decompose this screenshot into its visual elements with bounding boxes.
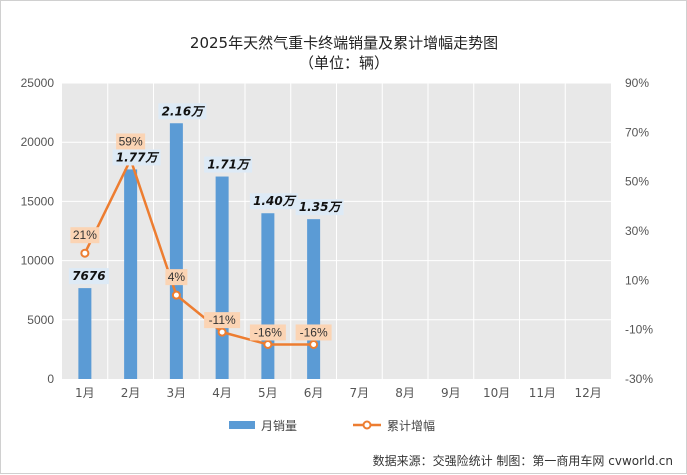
y-left-tick-label: 20000 [21, 135, 55, 149]
bar [124, 169, 138, 379]
x-tick-label: 2月 [121, 386, 141, 400]
y-left-tick-label: 5000 [27, 313, 54, 327]
y-right-tick-label: 10% [625, 273, 649, 287]
x-tick-label: 11月 [529, 386, 556, 400]
y-right-tick-label: 50% [625, 175, 649, 189]
bar [261, 213, 275, 379]
bar-label-box [112, 149, 161, 166]
chart-title: 2025年天然气重卡终端销量及累计增幅走势图 [190, 34, 498, 52]
legend-label-line: 累计增幅 [387, 418, 435, 433]
y-left-tick-label: 15000 [21, 194, 55, 208]
bar-label-box [68, 268, 109, 285]
x-tick-label: 6月 [304, 386, 324, 400]
bar-data-label: 1.71万 [207, 158, 251, 172]
bar-label-box [249, 193, 298, 210]
line-data-label: 4% [168, 270, 186, 284]
bar [307, 219, 321, 379]
y-right-tick-label: -10% [625, 323, 653, 337]
line-marker [80, 248, 90, 258]
line-label-box [249, 324, 286, 341]
x-tick-label: 10月 [483, 386, 510, 400]
line-data-label: 59% [119, 134, 143, 148]
legend-swatch-marker [362, 420, 372, 430]
line-data-label: -16% [254, 325, 282, 339]
bar-label-box [158, 103, 207, 120]
legend-swatch-bar [229, 421, 255, 429]
y-right-tick-label: 90% [625, 76, 649, 90]
bar [215, 176, 229, 379]
line-data-label: -11% [209, 313, 236, 327]
x-tick-label: 7月 [350, 386, 370, 400]
line-data-label: -16% [300, 325, 328, 339]
chart-subtitle: （单位：辆） [299, 54, 389, 72]
x-tick-label: 1月 [75, 386, 95, 400]
source-note: 数据来源：交强险统计 制图：第一商用车网 cvworld.cn [373, 453, 673, 468]
bar-label-box [204, 156, 253, 173]
x-tick-label: 3月 [167, 386, 187, 400]
legend: 月销量 累计增幅 [229, 418, 435, 433]
line-series [83, 158, 314, 346]
bar-data-label: 2.16万 [162, 104, 206, 118]
line-marker [309, 339, 319, 349]
x-tick-label: 9月 [441, 386, 461, 400]
x-tick-label: 8月 [395, 386, 415, 400]
line-label-box [204, 312, 241, 329]
y-right-tick-label: -30% [625, 372, 653, 386]
x-tick-label: 5月 [258, 386, 278, 400]
plot-area: 0 5000 10000 15000 20000 25000 -30% -10% 10% 30% 5… [21, 76, 654, 400]
x-tick-label: 4月 [212, 386, 232, 400]
legend-label-bar: 月销量 [261, 419, 297, 433]
bar-label-box [295, 199, 344, 216]
line-data-label: 21% [73, 228, 97, 242]
bar-data-label: 1.77万 [116, 150, 160, 164]
line-label-box [165, 269, 188, 286]
bar [78, 288, 92, 379]
bar-data-label: 7676 [72, 269, 105, 283]
line-label-box [116, 133, 146, 150]
y-left-tick-label: 10000 [21, 254, 55, 268]
line-marker [217, 327, 227, 337]
bar [169, 123, 183, 379]
y-right-tick-label: 70% [625, 125, 649, 139]
line-label-box [295, 324, 332, 341]
bar-data-label: 1.40万 [253, 194, 297, 208]
y-right-tick-label: 30% [625, 224, 649, 238]
bar-data-label: 1.35万 [299, 200, 343, 214]
y-left-tick-label: 0 [47, 372, 54, 386]
line-marker [171, 290, 181, 300]
x-tick-label: 12月 [574, 386, 601, 400]
y-left-tick-label: 25000 [21, 76, 55, 90]
line-label-box [70, 227, 100, 244]
line-marker [263, 339, 273, 349]
